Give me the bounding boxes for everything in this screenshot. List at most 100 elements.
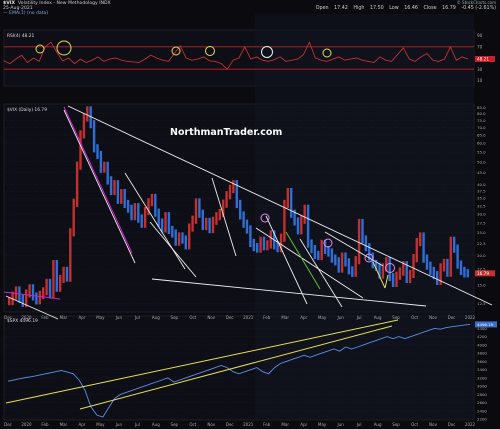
vix-candle: [347, 258, 351, 275]
spx-x-tick-label: Jun: [115, 422, 123, 427]
vix-candle: [215, 212, 218, 225]
rsi-highlight-circle: [261, 46, 273, 58]
rsi-y-tick-label: 10: [477, 78, 483, 83]
spx-x-tick-label: Feb: [263, 422, 271, 427]
vix-candle: [398, 267, 402, 280]
spx-x-tick-label: Sep: [171, 422, 179, 427]
vix-candle: [385, 257, 388, 272]
rsi-highlight-circle: [171, 46, 181, 56]
vix-candle: [415, 238, 418, 263]
vix-candle: [337, 257, 340, 273]
vix-candle: [334, 254, 337, 266]
vix-candle: [361, 218, 364, 244]
vix-candle: [453, 236, 456, 253]
vix-trendline: [324, 231, 384, 267]
vix-candle: [225, 191, 228, 208]
vix-last-badge: [475, 270, 495, 277]
vix-candle: [116, 180, 120, 204]
vix-candle: [374, 260, 378, 271]
vix-candle: [456, 244, 459, 269]
spx-x-tick-label: May: [96, 422, 105, 427]
spx-x-tick-label: 2022: [465, 422, 476, 427]
vix-candle: [344, 252, 347, 267]
vix-candle: [463, 266, 466, 278]
vix-candle: [157, 208, 160, 227]
vix-y-tick-label: 27.5: [477, 220, 486, 225]
vix-candle: [123, 189, 126, 209]
vix-candle: [290, 188, 293, 218]
vix-last-value: 16.79: [477, 271, 489, 276]
vix-x-tick-label: Apr: [300, 315, 307, 320]
spx-x-tick-label: Jun: [337, 422, 345, 427]
vix-candle: [106, 161, 109, 185]
vix-yellow-line: [372, 261, 386, 289]
vix-candle: [120, 189, 123, 204]
year-shade: [255, 14, 474, 420]
vix-candle: [446, 258, 449, 277]
rsi-y-tick-label: 48.21: [477, 57, 489, 62]
vix-candle: [296, 217, 300, 235]
vix-candle: [381, 263, 385, 279]
vix-candle: [313, 245, 317, 260]
vix-candle: [232, 180, 235, 193]
vix-y-tick-label: 25.0: [477, 230, 486, 235]
vix-candle: [65, 266, 69, 282]
vix-candle: [269, 230, 272, 249]
vix-y-tick-label: 15.0: [477, 282, 486, 287]
vix-x-tick-label: 2020: [21, 315, 32, 320]
quote-change: -0.45 (-2.61%): [461, 6, 496, 11]
spx-y-tick-label: 4400: [477, 326, 487, 331]
vix-candle: [327, 246, 330, 257]
vix-candle: [422, 232, 425, 263]
vix-candle: [425, 254, 429, 270]
vix-candle: [174, 229, 177, 246]
chart-date: 25-Aug-2021: [3, 6, 33, 11]
vix-candle: [21, 294, 24, 307]
spx-x-tick-label: Oct: [189, 422, 196, 427]
vix-candle: [419, 232, 422, 247]
vix-candle: [184, 235, 187, 250]
vix-candle: [198, 198, 201, 218]
overlay-label: — EMA(1) (no data): [3, 11, 49, 16]
rsi-highlight-circle: [35, 44, 45, 54]
vix-candle: [167, 212, 171, 234]
chart-subtitle: Volatility Index - New Methodology INDX: [18, 1, 111, 6]
vix-candle: [228, 184, 232, 200]
spx-y-tick-label: 3600: [477, 359, 487, 364]
vix-x-tick-label: 2021: [243, 315, 254, 320]
vix-y-tick-label: 12.5: [477, 301, 486, 306]
vix-x-tick-label: Apr: [78, 315, 85, 320]
vix-x-tick-label: Mar: [60, 315, 68, 320]
spx-y-tick-label: 3000: [477, 384, 487, 389]
spx-x-tick-label: Jul: [356, 422, 362, 427]
vix-trendline: [124, 172, 186, 270]
spx-x-tick-label: 2021: [243, 422, 254, 427]
vix-candle: [59, 274, 62, 292]
vix-y-tick-label: 70.0: [477, 125, 486, 130]
spx-x-tick-label: Jul: [134, 422, 140, 427]
spx-y-tick-label: 4200: [477, 334, 487, 339]
vix-highlight-circle: [323, 238, 333, 248]
vix-x-tick-label: Oct: [411, 315, 418, 320]
brand-label: © StockCharts.com: [456, 0, 496, 5]
vix-candle: [137, 203, 140, 223]
vix-candle: [72, 198, 75, 237]
vix-candle: [402, 261, 405, 276]
chart-symbol: $VIX: [3, 1, 16, 6]
spx-trendline: [79, 325, 393, 410]
vix-candle: [259, 236, 262, 253]
rsi-current-badge: [475, 56, 495, 63]
vix-x-tick-label: Oct: [189, 315, 196, 320]
vix-candle: [42, 287, 45, 300]
vix-candle: [143, 207, 147, 228]
vix-x-tick-label: May: [96, 315, 105, 320]
vix-candle: [330, 248, 334, 263]
vix-trendline: [265, 215, 308, 305]
vix-candle: [252, 238, 255, 252]
vix-candle: [133, 203, 137, 221]
vix-candle: [239, 199, 242, 220]
vix-y-tick-label: 45.0: [477, 170, 486, 175]
rsi-highlight-circle: [322, 48, 332, 58]
vix-candle: [262, 236, 266, 251]
spx-y-tick-label: 2800: [477, 392, 487, 397]
